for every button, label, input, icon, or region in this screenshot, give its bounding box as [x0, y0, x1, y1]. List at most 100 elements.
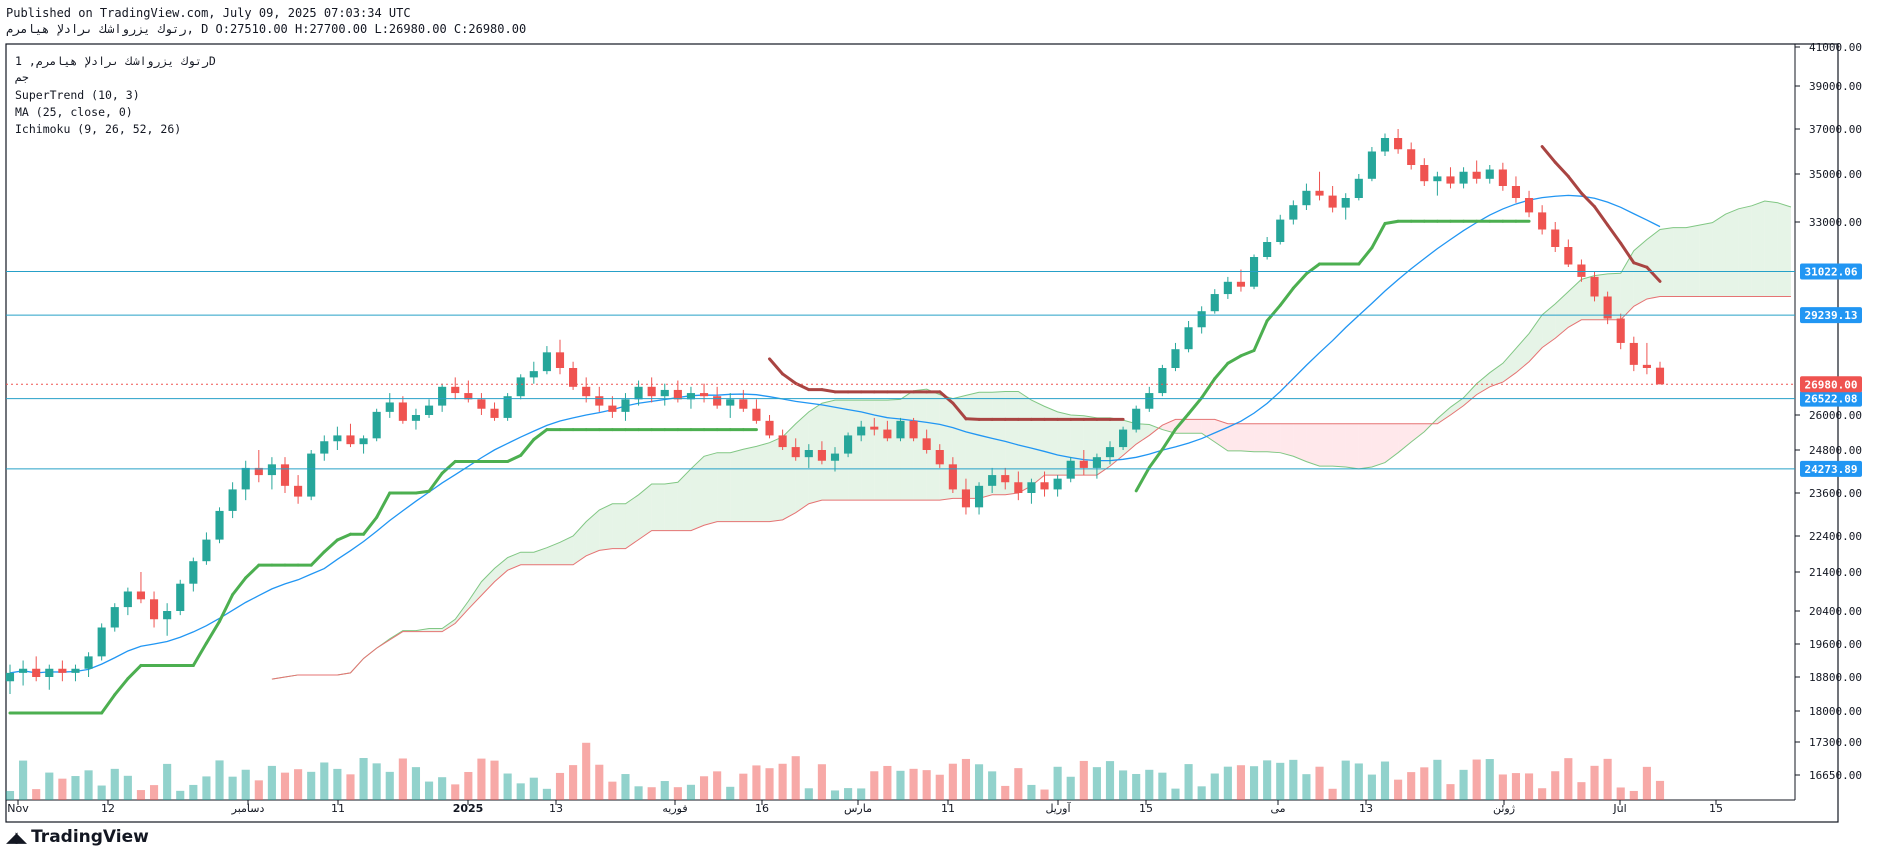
volume-bar: [1551, 771, 1560, 800]
cloud-segment: [1293, 423, 1307, 462]
volume-bar: [857, 788, 866, 800]
volume-bar: [451, 784, 460, 800]
volume-bar: [1472, 759, 1481, 800]
x-tick-label: آوریل: [1045, 801, 1071, 815]
x-tick-label: 2025: [453, 802, 484, 815]
candle-body: [699, 393, 709, 397]
x-tick-label: 12: [101, 802, 115, 815]
candle-body: [333, 435, 342, 442]
candle-body: [464, 393, 473, 400]
legend-supertrend[interactable]: SuperTrend (10, 3): [15, 88, 140, 102]
volume-bar: [1420, 767, 1429, 800]
volume-bar: [961, 758, 971, 800]
candle-body: [582, 386, 591, 397]
cloud-segment: [1031, 400, 1045, 486]
volume-bar: [1655, 780, 1665, 800]
volume-bar: [647, 787, 656, 800]
volume-bar: [464, 771, 473, 800]
volume-bar: [5, 791, 15, 800]
candle-body: [110, 607, 119, 628]
volume-bar: [1184, 764, 1193, 800]
supertrend-segment: [427, 471, 444, 493]
volume-bar: [1433, 759, 1442, 800]
level-tag: [1800, 390, 1862, 407]
cloud-segment: [1280, 423, 1294, 457]
cloud-segment: [1646, 229, 1660, 299]
candle-body: [1119, 429, 1128, 448]
x-tick-label: 11: [331, 802, 345, 815]
x-tick-label: می: [1270, 802, 1285, 815]
cloud-segment: [690, 456, 705, 531]
candle-body: [1302, 190, 1311, 206]
candle-body: [961, 489, 971, 508]
candle-body: [346, 435, 355, 445]
candle-body: [1524, 198, 1534, 213]
candle-body: [1001, 475, 1010, 483]
volume-bar: [385, 771, 394, 800]
volume-bar: [1223, 766, 1232, 800]
candle-body: [84, 656, 93, 669]
legend-exchange: جم: [15, 70, 29, 84]
volume-bar: [595, 764, 604, 800]
volume-bar: [542, 788, 551, 800]
volume-bar: [1485, 759, 1494, 800]
y-tick-label: 37000.00: [1809, 123, 1862, 136]
cloud-segment: [1201, 419, 1215, 442]
volume-bar: [411, 767, 421, 800]
x-tick-label: ژوئن: [1493, 802, 1515, 815]
supertrend-segment: [1304, 262, 1322, 276]
candle-body: [477, 399, 486, 409]
volume-bar: [215, 760, 224, 800]
cloud-segment: [533, 547, 547, 565]
candle-body: [765, 420, 774, 436]
supertrend-segment: [1291, 272, 1308, 290]
candle-body: [1328, 195, 1337, 208]
candle-body: [922, 438, 931, 450]
cloud-segment: [821, 400, 835, 501]
candle-body: [1459, 171, 1468, 184]
cloud-segment: [743, 446, 757, 522]
candle-body: [149, 599, 159, 620]
legend-ichimoku[interactable]: Ichimoku (9, 26, 52, 26): [15, 122, 182, 136]
cloud-segment: [560, 536, 574, 565]
candle-body: [595, 396, 604, 406]
volume-bar: [935, 774, 944, 800]
volume-bar: [123, 775, 132, 800]
candle-body: [1616, 318, 1625, 343]
candle-body: [294, 485, 303, 497]
candle-body: [1105, 447, 1115, 458]
candle-body: [1145, 393, 1154, 409]
candle-body: [791, 447, 800, 458]
candle-body: [451, 386, 460, 394]
candle-body: [974, 485, 984, 508]
supertrend-segment: [820, 388, 837, 394]
legend-ma[interactable]: MA (25, close, 0): [15, 105, 133, 119]
tradingview-logo[interactable]: ◢◣ TradingView: [6, 827, 149, 847]
volume-bar: [19, 760, 28, 800]
supertrend-segment: [1278, 286, 1295, 307]
y-tick-label: 19600.00: [1809, 638, 1862, 651]
cloud-segment: [1332, 423, 1346, 468]
y-tick-label: 22400.00: [1809, 530, 1862, 543]
volume-bar: [817, 764, 826, 800]
candle-body: [647, 386, 656, 397]
volume-bar: [1446, 784, 1455, 800]
cloud-segment: [704, 452, 718, 526]
x-tick-label: Jul: [1612, 802, 1626, 815]
supertrend-segment: [951, 401, 968, 421]
supertrend-segment: [244, 563, 261, 580]
cloud-segment: [468, 581, 482, 610]
volume-bar: [739, 773, 748, 800]
candle-body: [1394, 138, 1403, 150]
volume-bar: [32, 789, 41, 800]
candle-body: [45, 668, 54, 677]
volume-bar: [883, 765, 892, 800]
supertrend-segment: [1645, 265, 1662, 283]
y-tick-label: 18800.00: [1809, 671, 1862, 684]
candle-body: [555, 352, 565, 368]
cloud-segment: [1450, 397, 1464, 415]
volume-bar: [634, 786, 643, 800]
volume-bar: [490, 760, 499, 800]
candle-body: [1066, 460, 1075, 479]
ma-25-line: [9, 194, 1661, 674]
